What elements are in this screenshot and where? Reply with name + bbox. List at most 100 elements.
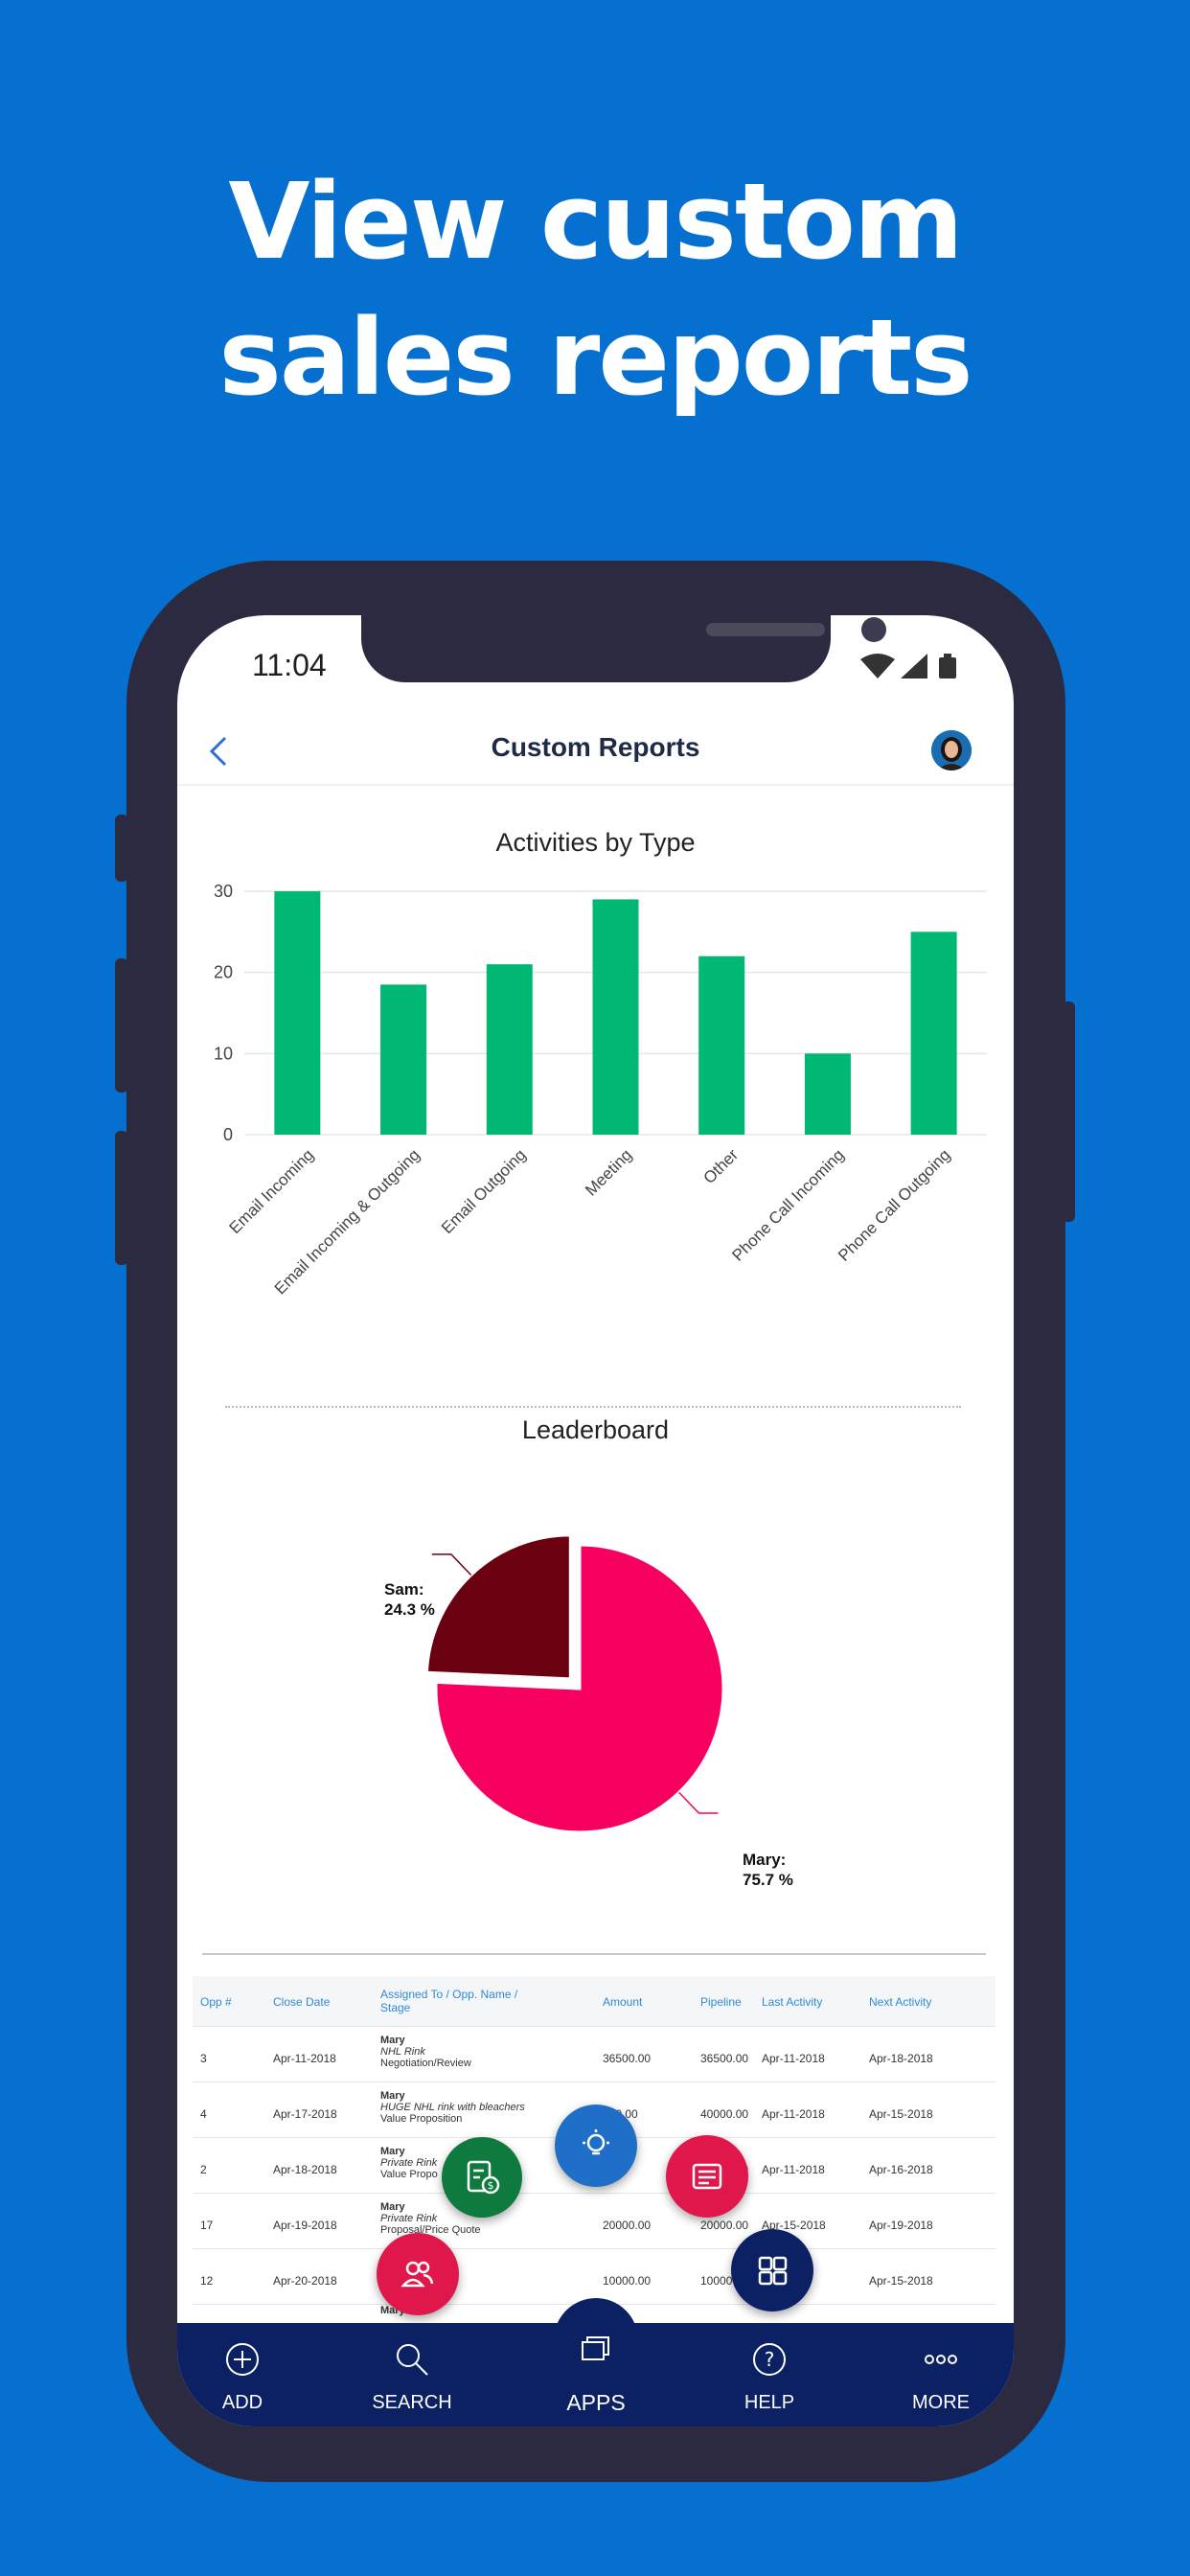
col-header-last-activity[interactable]: Last Activity [762,1995,823,2009]
col-header-assigned[interactable]: Assigned To / Opp. Name / Stage [380,1988,518,2014]
col-header-close-date[interactable]: Close Date [273,1995,331,2009]
contacts-icon [400,2261,434,2288]
nav-add[interactable]: ADD [185,2323,300,2426]
pie-slice[interactable] [434,1543,725,1834]
ideas-fab[interactable] [555,2104,637,2187]
signal-icon [901,654,927,678]
col-header-opp[interactable]: Opp # [200,1995,232,2009]
y-tick-label: 20 [214,963,233,982]
row-amount: 20000.00 [603,2219,652,2232]
bar-chart-title: Activities by Type [495,828,696,857]
avatar[interactable] [931,730,972,770]
contacts-fab[interactable] [377,2233,459,2315]
row-opp-name: NHL Rink [380,2046,425,2058]
nav-apps-label: APPS [566,2390,626,2415]
bar[interactable] [380,984,427,1135]
phone-volume-up [115,958,128,1092]
row-pipeline: 40000.00 [700,2107,749,2121]
apps-icon [582,2336,609,2360]
bar[interactable] [698,955,745,1135]
row-assigned: Mary Private Rink Proposal/Price Quote [380,2201,481,2236]
pie-leader-line [678,1791,719,1814]
row-stage: Negotiation/Review [380,2058,471,2069]
row-amount: 10000.00 [603,2274,652,2288]
row-pipeline: 20000.00 [700,2219,749,2232]
x-tick-label: Phone Call Outgoing [835,1145,953,1264]
row-opp-name: Private Rink [380,2157,438,2169]
x-tick-label: Email Outgoing [438,1145,530,1237]
search-icon [397,2344,428,2376]
row-next: Apr-16-2018 [869,2163,933,2176]
row-close: Apr-11-2018 [273,2052,336,2065]
row-assigned: Mary NHL Rink Negotiation/Review [380,2035,471,2069]
table-row[interactable]: 17 Apr-19-2018 20000.00 20000.00 Apr-15-2018… [193,2194,995,2249]
dashboard-fab[interactable] [731,2229,813,2312]
bar[interactable] [910,932,957,1135]
row-pipeline: 10000 [700,2274,733,2288]
lightbulb-icon [583,2129,609,2155]
row-assigned-name: Mary [380,2201,405,2213]
row-opp: 12 [200,2274,214,2288]
nav-help[interactable]: ? HELP [712,2323,827,2426]
svg-text:?: ? [765,2348,775,2371]
col-header-next-activity[interactable]: Next Activity [869,1995,932,2009]
opportunity-fab[interactable]: $ [442,2137,522,2218]
bottom-nav: ADD SEARCH APPS ? HELP [177,2298,1014,2426]
nav-add-label: ADD [221,2392,263,2413]
phone-power-button [1062,1001,1075,1222]
pie-label-sam: Sam: 24.3 % [384,1579,435,1620]
section-divider [225,1406,961,1408]
nav-more-label: MORE [912,2392,970,2413]
back-chevron-icon[interactable] [198,730,240,772]
table-row[interactable]: 3 Apr-11-2018 36500.00 36500.00 Apr-11-2018 A… [193,2027,995,2082]
y-tick-label: 30 [214,882,233,901]
phone-mute-switch [115,815,128,882]
phone-screen: 11:04 Custom Reports Activities by Type … [177,615,1014,2426]
pie-label-mary: Mary: 75.7 % [743,1850,793,1890]
table-row[interactable]: 4Apr-17-2018100.0040000.00Apr-11-2018Apr… [193,2082,995,2138]
row-last: Apr-11-2018 [762,2163,825,2176]
row-next: Apr-18-2018 [869,2052,933,2065]
row-stage: Value Propo [380,2169,438,2180]
bar[interactable] [274,891,321,1135]
col-header-pipeline[interactable]: Pipeline [700,1995,742,2009]
x-tick-label: Email Incoming [226,1145,318,1237]
pie-leader-line [431,1553,472,1576]
row-last: Apr-11-2018 [762,2107,825,2121]
leaderboard-pie-chart [424,1535,725,1834]
row-close: Apr-18-2018 [273,2163,337,2176]
col-header-amount[interactable]: Amount [603,1995,643,2009]
row-next: Apr-15-2018 [869,2107,933,2121]
bar[interactable] [486,964,533,1135]
row-opp: 4 [200,2107,207,2121]
row-opp-name: Private Rink [380,2213,438,2224]
svg-text:$: $ [488,2179,494,2192]
dashboard-icon [758,2256,788,2286]
row-amount: 36500.00 [603,2052,652,2065]
row-next: Apr-19-2018 [869,2219,933,2232]
bar[interactable] [592,899,639,1135]
row-opp: 17 [200,2219,214,2232]
reports-fab[interactable] [666,2135,748,2218]
apps-tab-bump [554,2298,638,2365]
notch [361,615,886,682]
bar[interactable] [804,1053,851,1135]
pie-slice[interactable] [424,1535,572,1681]
status-icons [860,654,956,678]
app-bar: Custom Reports [177,719,1014,786]
status-time: 11:04 [252,648,327,682]
more-icon [925,2355,957,2364]
user-photo-icon [931,730,972,770]
nav-apps[interactable]: APPS [538,2323,653,2426]
pie-label-mary-value: 75.7 % [743,1871,793,1889]
row-assigned-name: Mary [380,2146,405,2157]
nav-more[interactable]: MORE [883,2323,998,2426]
nav-search[interactable]: SEARCH [355,2323,469,2426]
wifi-icon [860,654,895,678]
table-header-row: Opp # Close Date Assigned To / Opp. Name… [193,1976,995,2027]
phone-volume-down [115,1131,128,1265]
speaker [706,623,825,636]
row-next: Apr-15-2018 [869,2274,933,2288]
